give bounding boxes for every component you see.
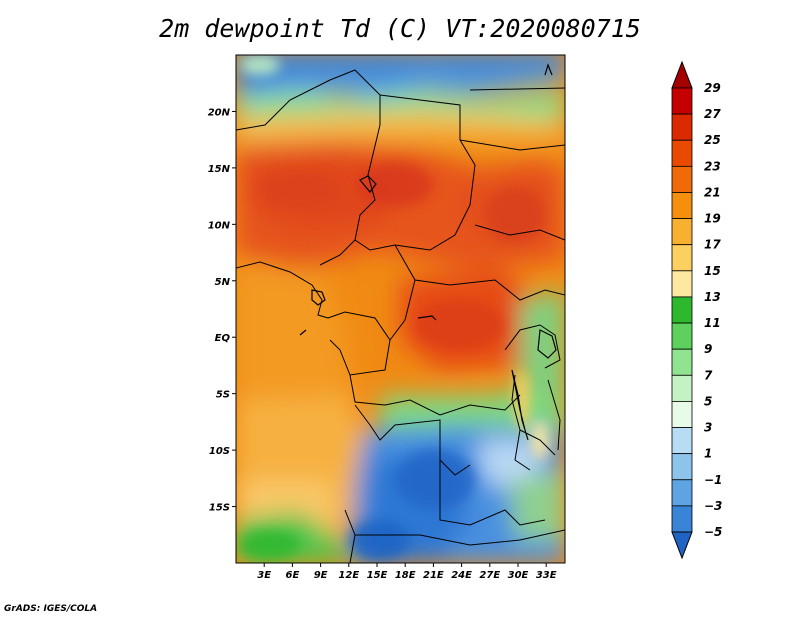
colorbar-swatch [671, 139, 693, 167]
colorbar-swatch [671, 374, 693, 402]
colorbar-label: 13 [704, 290, 721, 304]
colorbar-swatch [671, 401, 693, 428]
colorbar-swatch [671, 218, 693, 246]
lat-tick-label: 5S [216, 390, 230, 401]
colorbar-label: 23 [704, 159, 721, 173]
colorbar-label: 25 [704, 133, 721, 147]
colorbar-swatch [671, 505, 693, 533]
lat-tick-label: 15N [208, 164, 231, 175]
colorbar-label: 21 [704, 185, 721, 199]
colorbar-label: 17 [704, 238, 721, 252]
colorbar-swatch [671, 479, 693, 507]
colorbar-swatch [671, 348, 693, 376]
colorbar-label: −3 [704, 499, 722, 513]
map-figure: 20N 15N 10N 5N EQ 5S 10S 15S 3E 6E 9E 12E 15E 18E 21E 2… [208, 54, 722, 581]
lon-tick-label: 30E [508, 570, 529, 581]
colorbar-swatch [671, 113, 693, 141]
lon-tick-label: 3E [257, 570, 271, 581]
lat-tick-label: 20N [208, 107, 231, 118]
lat-tick-label: EQ [215, 333, 231, 344]
chart-title: 2m dewpoint Td (C) VT:2020080715 [159, 14, 641, 43]
colorbar-swatch [671, 296, 693, 324]
lon-tick-label: 9E [314, 570, 328, 581]
lat-tick-label: 5N [215, 277, 231, 288]
colorbar-label: 29 [704, 81, 721, 95]
lon-tick-label: 12E [338, 570, 359, 581]
map-frame [235, 54, 566, 564]
colorbar-label: 9 [704, 342, 712, 356]
colorbar-bottom-arrow [671, 531, 693, 560]
colorbar-label: 7 [704, 368, 713, 382]
lat-tick-label: 10S [209, 446, 230, 457]
lat-tick-label: 10N [208, 220, 231, 231]
colorbar: 29 27 25 23 21 19 17 15 13 11 9 7 5 3 1 −1 −3 −5 [671, 60, 722, 560]
lon-tick-label: 18E [395, 570, 416, 581]
lon-tick-label: 6E [286, 570, 300, 581]
lon-tick-label: 27E [479, 570, 500, 581]
colorbar-top-arrow [671, 60, 693, 89]
colorbar-swatch [671, 192, 693, 219]
colorbar-swatch [671, 427, 693, 455]
lon-tick-label: 15E [367, 570, 388, 581]
colorbar-label: 5 [704, 394, 712, 408]
colorbar-label: 27 [704, 107, 721, 121]
coastline [299, 63, 557, 441]
colorbar-label: 15 [704, 264, 721, 278]
colorbar-swatch [671, 165, 693, 193]
colorbar-swatch [671, 270, 693, 298]
colorbar-label: 19 [704, 212, 721, 226]
colorbar-label: −5 [704, 525, 722, 539]
colorbar-label: −1 [704, 473, 722, 487]
colorbar-label: 3 [704, 421, 712, 435]
colorbar-swatch [671, 322, 693, 350]
credit-text: GrADS: IGES/COLA [4, 604, 98, 614]
lon-tick-label: 33E [536, 570, 557, 581]
colorbar-label: 1 [704, 447, 712, 461]
country-boundaries [236, 69, 565, 563]
colorbar-swatch [671, 453, 693, 481]
lon-tick-label: 21E [423, 570, 444, 581]
colorbar-label: 11 [704, 316, 721, 330]
dewpoint-field [236, 55, 565, 563]
colorbar-swatch [671, 244, 693, 272]
lat-tick-label: 15S [209, 503, 230, 514]
map-axes: 20N 15N 10N 5N EQ 5S 10S 15S 3E 6E 9E 12E 15E 18E 21E 2… [208, 107, 557, 581]
lon-tick-label: 24E [451, 570, 472, 581]
colorbar-swatch [671, 87, 693, 115]
